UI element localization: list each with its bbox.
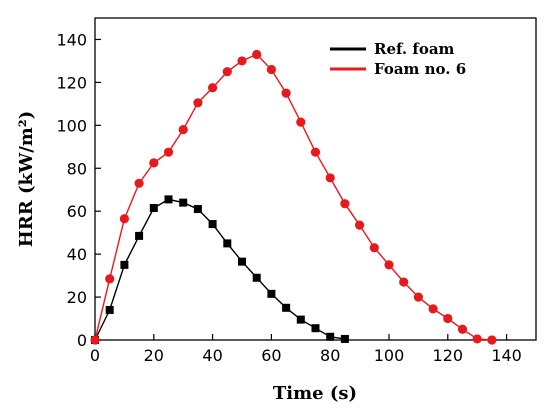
data-point <box>193 98 203 108</box>
tick-layer: 0 20 40 60 80 100 120 140 0 20 40 60 80 100 120 140 <box>56 30 521 365</box>
series-line-ref-foam <box>94 198 345 341</box>
data-point <box>443 313 453 324</box>
data-point <box>267 289 276 298</box>
data-point <box>310 147 321 157</box>
data-point <box>281 88 291 98</box>
data-point <box>222 67 232 77</box>
y-tick-label: 20 <box>67 288 87 307</box>
data-point <box>399 277 409 287</box>
data-point <box>135 231 144 240</box>
data-point <box>326 332 335 341</box>
y-tick-label: 80 <box>67 159 87 178</box>
plot-frame <box>94 17 537 341</box>
data-point <box>340 334 349 343</box>
data-point <box>90 335 100 345</box>
data-point <box>134 178 144 188</box>
data-point <box>238 257 246 266</box>
data-point <box>282 303 291 312</box>
data-point <box>311 324 320 333</box>
data-point <box>384 260 394 270</box>
data-point <box>296 117 306 127</box>
data-point <box>120 260 129 269</box>
data-point <box>252 49 262 60</box>
data-point <box>266 64 276 75</box>
x-tick-label: 60 <box>261 346 281 365</box>
series-ref-foam <box>91 195 349 344</box>
y-tick-label: 140 <box>56 30 87 49</box>
x-tick-label: 0 <box>90 346 100 365</box>
data-point <box>208 83 218 93</box>
data-point <box>428 304 438 314</box>
data-point <box>413 292 423 302</box>
x-tick-label: 140 <box>491 346 522 365</box>
y-tick-label: 120 <box>56 73 87 92</box>
y-tick-label: 60 <box>67 202 87 221</box>
data-point <box>149 203 158 212</box>
data-point <box>355 220 365 230</box>
data-point <box>472 334 482 344</box>
data-point <box>149 158 159 168</box>
legend: Ref. foam Foam no. 6 <box>330 40 466 78</box>
data-point <box>178 125 188 135</box>
x-axis-title: Time (s) <box>273 383 357 404</box>
y-tick-label: 40 <box>67 245 87 264</box>
series-foam-no6 <box>90 49 497 345</box>
data-point <box>340 199 350 209</box>
data-point <box>163 147 174 157</box>
data-point <box>119 214 129 224</box>
data-point <box>325 173 335 183</box>
y-tick-label: 100 <box>56 116 87 135</box>
data-point <box>252 273 261 282</box>
x-tick-label: 20 <box>144 346 164 365</box>
data-point <box>105 274 115 284</box>
legend-label-foam-no6: Foam no. 6 <box>374 60 466 78</box>
series-layer <box>90 49 497 345</box>
data-point <box>193 205 202 214</box>
data-point <box>208 220 217 229</box>
data-point <box>105 305 114 314</box>
data-point <box>237 56 247 66</box>
data-point <box>296 315 305 324</box>
y-axis-title: HRR (kW/m²) <box>16 111 37 247</box>
data-point <box>223 239 232 248</box>
data-point <box>487 335 497 345</box>
y-tick-label: 0 <box>77 331 87 350</box>
data-point <box>369 243 379 253</box>
data-point <box>457 324 468 334</box>
x-tick-label: 40 <box>202 346 222 365</box>
x-tick-label: 120 <box>433 346 464 365</box>
legend-label-ref-foam: Ref. foam <box>374 40 455 58</box>
series-line-foam-no6 <box>94 53 492 341</box>
x-tick-label: 100 <box>374 346 405 365</box>
x-tick-label: 80 <box>320 346 340 365</box>
data-point <box>164 195 173 204</box>
data-point <box>179 198 188 207</box>
